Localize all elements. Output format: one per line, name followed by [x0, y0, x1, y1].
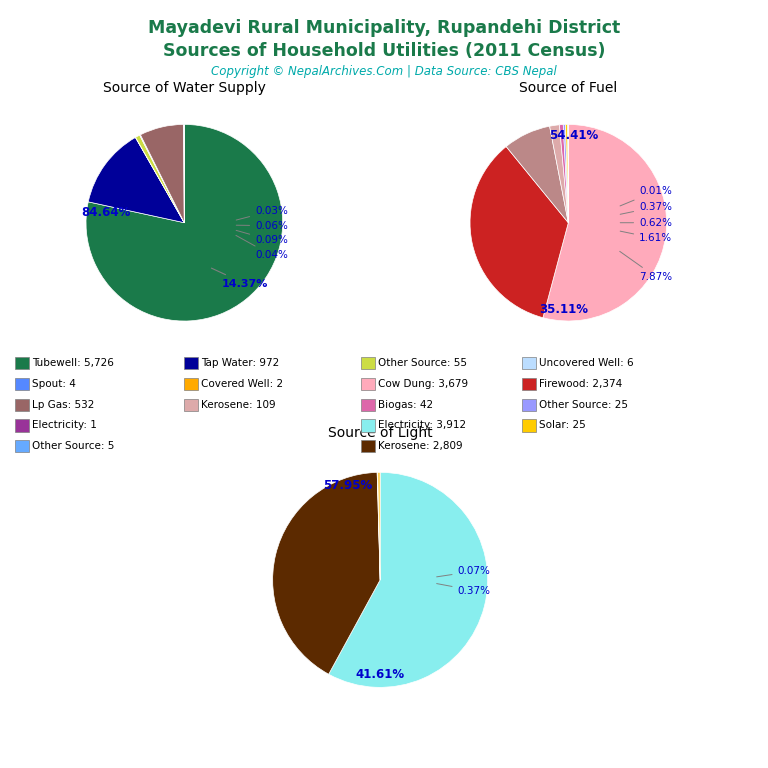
Text: Sources of Household Utilities (2011 Census): Sources of Household Utilities (2011 Cen… [163, 42, 605, 60]
Text: Solar: 25: Solar: 25 [539, 420, 586, 431]
Text: Other Source: 25: Other Source: 25 [539, 399, 628, 410]
Text: Other Source: 55: Other Source: 55 [378, 358, 467, 369]
Text: Cow Dung: 3,679: Cow Dung: 3,679 [378, 379, 468, 389]
Text: 35.11%: 35.11% [539, 303, 588, 316]
Text: 57.95%: 57.95% [323, 478, 372, 492]
Text: Tubewell: 5,726: Tubewell: 5,726 [32, 358, 114, 369]
Title: Source of Water Supply: Source of Water Supply [103, 81, 266, 94]
Wedge shape [329, 472, 488, 687]
Text: 0.04%: 0.04% [236, 235, 288, 260]
Text: 0.62%: 0.62% [621, 217, 672, 228]
Wedge shape [563, 124, 568, 223]
Text: Uncovered Well: 6: Uncovered Well: 6 [539, 358, 634, 369]
Text: 14.37%: 14.37% [211, 268, 268, 289]
Wedge shape [141, 124, 184, 223]
Title: Source of Light: Source of Light [328, 426, 432, 440]
Text: Kerosene: 2,809: Kerosene: 2,809 [378, 441, 462, 452]
Wedge shape [86, 124, 283, 321]
Text: Spout: 4: Spout: 4 [32, 379, 76, 389]
Text: 0.01%: 0.01% [620, 187, 672, 206]
Wedge shape [88, 137, 184, 223]
Wedge shape [470, 147, 568, 318]
Text: 41.61%: 41.61% [356, 668, 405, 681]
Title: Source of Fuel: Source of Fuel [519, 81, 617, 94]
Text: Copyright © NepalArchives.Com | Data Source: CBS Nepal: Copyright © NepalArchives.Com | Data Sou… [211, 65, 557, 78]
Text: Covered Well: 2: Covered Well: 2 [201, 379, 283, 389]
Text: Tap Water: 972: Tap Water: 972 [201, 358, 280, 369]
Text: 7.87%: 7.87% [620, 251, 672, 282]
Wedge shape [550, 125, 568, 223]
Text: 0.37%: 0.37% [437, 584, 491, 596]
Text: Lp Gas: 532: Lp Gas: 532 [32, 399, 94, 410]
Text: 0.06%: 0.06% [237, 220, 288, 230]
Wedge shape [377, 472, 380, 580]
Text: Firewood: 2,374: Firewood: 2,374 [539, 379, 622, 389]
Wedge shape [565, 124, 568, 223]
Wedge shape [543, 124, 667, 321]
Text: 0.37%: 0.37% [621, 202, 672, 214]
Text: Other Source: 5: Other Source: 5 [32, 441, 114, 452]
Wedge shape [140, 135, 184, 223]
Text: 0.09%: 0.09% [236, 230, 288, 246]
Wedge shape [559, 124, 568, 223]
Text: Electricity: 1: Electricity: 1 [32, 420, 97, 431]
Wedge shape [140, 134, 184, 223]
Wedge shape [135, 137, 184, 223]
Wedge shape [378, 472, 380, 580]
Wedge shape [136, 135, 184, 223]
Wedge shape [506, 126, 568, 223]
Text: 84.64%: 84.64% [81, 207, 131, 220]
Text: Mayadevi Rural Municipality, Rupandehi District: Mayadevi Rural Municipality, Rupandehi D… [148, 19, 620, 37]
Text: 0.03%: 0.03% [236, 206, 288, 220]
Text: 54.41%: 54.41% [548, 129, 598, 142]
Text: Biogas: 42: Biogas: 42 [378, 399, 433, 410]
Text: Kerosene: 109: Kerosene: 109 [201, 399, 276, 410]
Text: Electricity: 3,912: Electricity: 3,912 [378, 420, 466, 431]
Wedge shape [273, 472, 380, 674]
Text: 1.61%: 1.61% [621, 231, 672, 243]
Text: 0.07%: 0.07% [437, 566, 491, 577]
